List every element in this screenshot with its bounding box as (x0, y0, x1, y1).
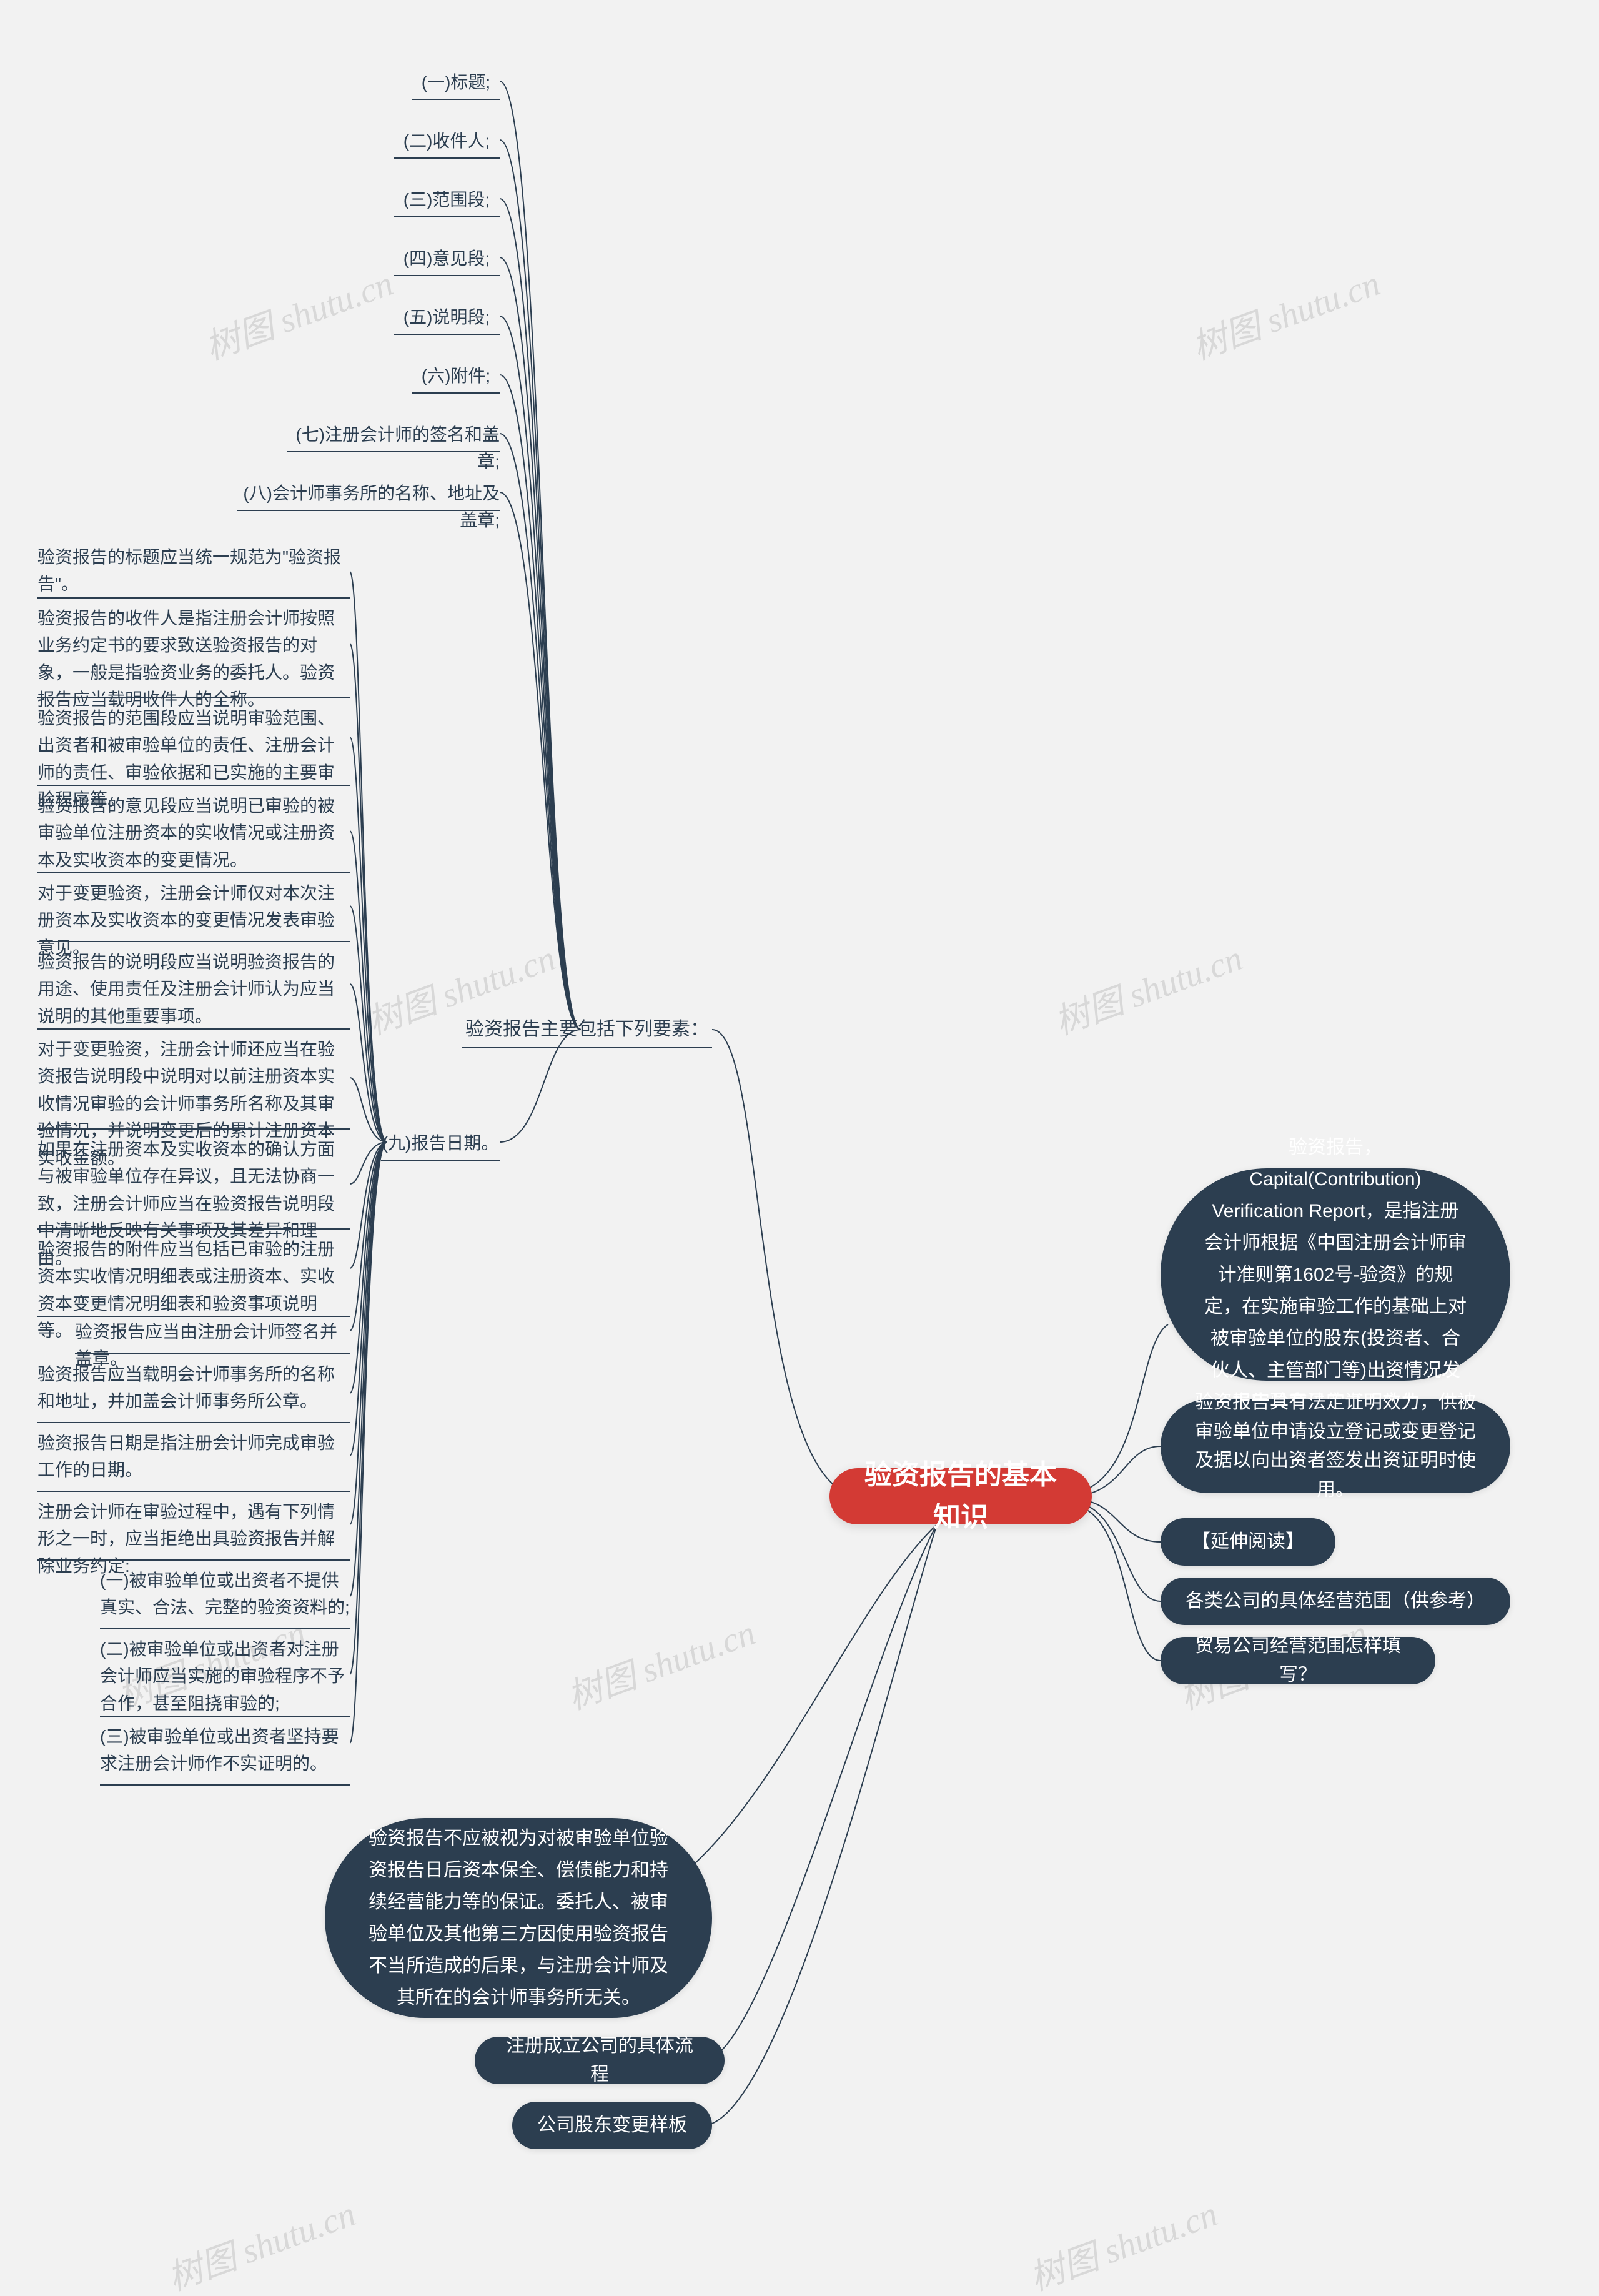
right-effect-bubble[interactable]: 验资报告具有法定证明效力，供被审验单位申请设立登记或变更登记及据以向出资者签发出… (1161, 1399, 1510, 1493)
right-def-bubble[interactable]: 验资报告，Capital(Contribution) Verification … (1161, 1168, 1510, 1381)
watermark: 树图 shutu.cn (1184, 256, 1386, 370)
detail-t4[interactable]: 验资报告的意见段应当说明已审验的被审验单位注册资本的实收情况或注册资本及实收资本… (37, 792, 350, 873)
item-6[interactable]: (六)附件; (412, 362, 500, 389)
right-scope-bubble[interactable]: 各类公司的具体经营范围（供参考） (1161, 1578, 1510, 1625)
reg-flow-bubble[interactable]: 注册成立公司的具体流程 (475, 2037, 725, 2084)
detail-t12[interactable]: 验资报告日期是指注册会计师完成审验工作的日期。 (37, 1429, 350, 1484)
watermark: 树图 shutu.cn (197, 256, 399, 370)
item-3[interactable]: (三)范围段; (394, 186, 500, 213)
detail-t15[interactable]: (二)被审验单位或出资者对注册会计师应当实施的审验程序不予合作，甚至阻挠审验的; (100, 1636, 350, 1717)
right-trade-bubble[interactable]: 贸易公司经营范围怎样填写？ (1161, 1637, 1435, 1684)
detail-t11[interactable]: 验资报告应当载明会计师事务所的名称和地址，并加盖会计师事务所公章。 (37, 1361, 350, 1415)
shareholder-bubble[interactable]: 公司股东变更样板 (512, 2102, 712, 2149)
item-5[interactable]: (五)说明段; (394, 304, 500, 330)
right-extend-bubble[interactable]: 【延伸阅读】 (1161, 1518, 1335, 1566)
detail-t16[interactable]: (三)被审验单位或出资者坚持要求注册会计师作不实证明的。 (100, 1723, 350, 1777)
item-1[interactable]: (一)标题; (412, 69, 500, 96)
watermark: 树图 shutu.cn (1047, 930, 1249, 1045)
detail-t1[interactable]: 验资报告的标题应当统一规范为"验资报告"。 (37, 544, 350, 598)
item-8[interactable]: (八)会计师事务所的名称、地址及盖章; (237, 480, 500, 534)
root-node[interactable]: 验资报告的基本知识 (829, 1468, 1092, 1524)
elements-title[interactable]: 验资报告主要包括下列要素： (462, 1017, 712, 1042)
disclaimer-bubble[interactable]: 验资报告不应被视为对被审验单位验资报告日后资本保全、偿债能力和持续经营能力等的保… (325, 1818, 712, 2018)
detail-t14[interactable]: (一)被审验单位或出资者不提供真实、合法、完整的验资资料的; (100, 1567, 350, 1621)
watermark: 树图 shutu.cn (1022, 2186, 1224, 2296)
item-4[interactable]: (四)意见段; (394, 245, 500, 272)
item-7[interactable]: (七)注册会计师的签名和盖章; (287, 421, 500, 475)
item-2[interactable]: (二)收件人; (394, 127, 500, 154)
watermark: 树图 shutu.cn (560, 1605, 761, 1720)
item-9[interactable]: (九)报告日期。 (381, 1130, 500, 1156)
detail-t6[interactable]: 验资报告的说明段应当说明验资报告的用途、使用责任及注册会计师认为应当说明的其他重… (37, 948, 350, 1030)
mindmap-canvas: 树图 shutu.cn 树图 shutu.cn 树图 shutu.cn 树图 s… (0, 0, 1599, 2296)
watermark: 树图 shutu.cn (160, 2186, 362, 2296)
